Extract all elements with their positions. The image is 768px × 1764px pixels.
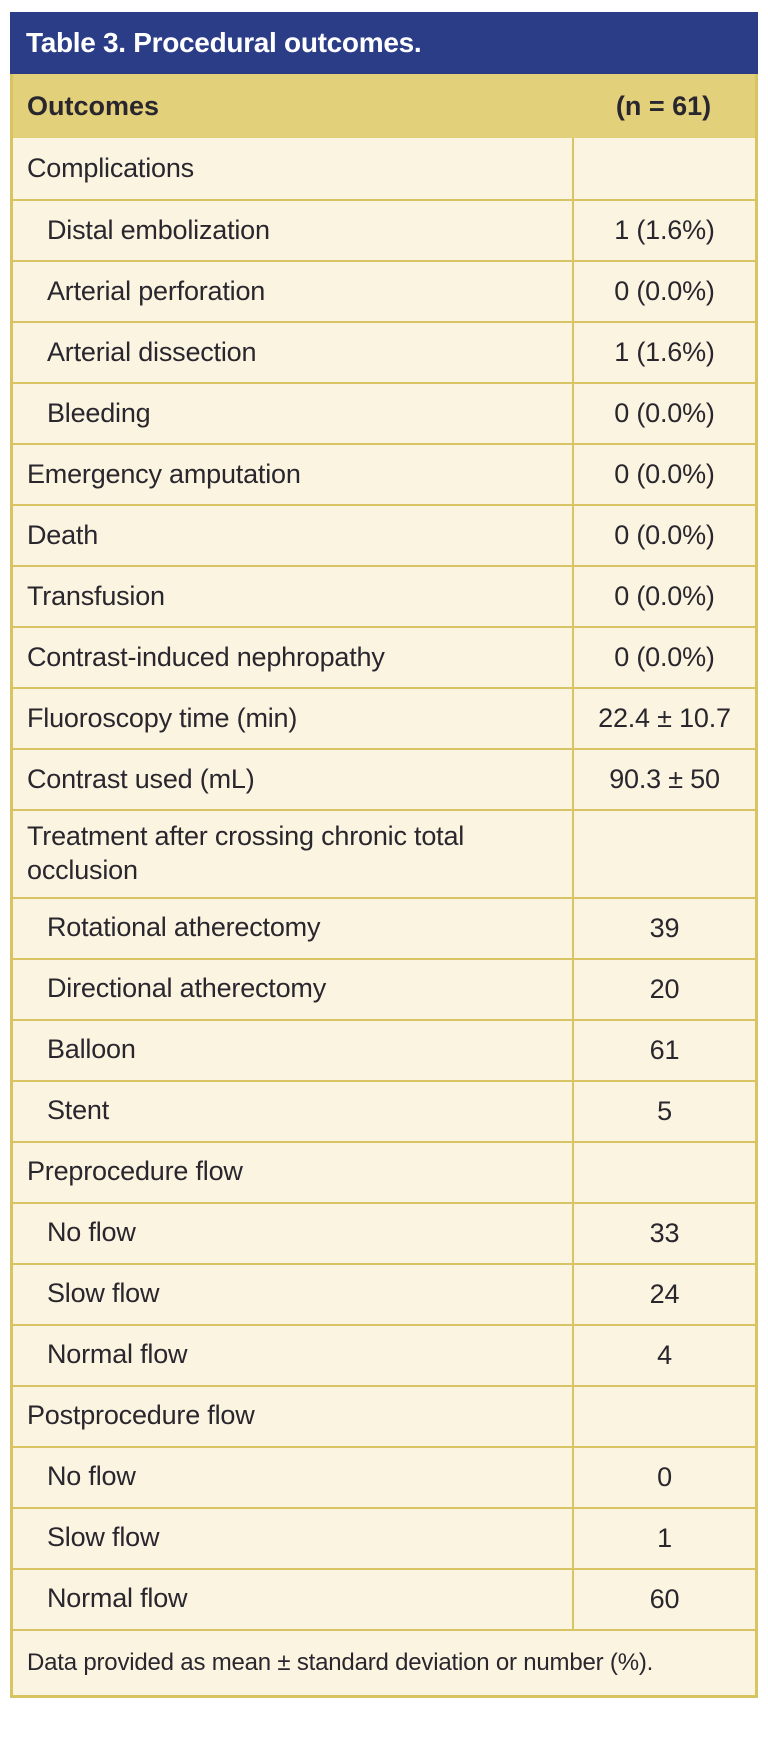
row-label: Arterial perforation xyxy=(47,275,266,306)
table-row: Slow flow 24 xyxy=(13,1262,755,1324)
column-header-n: (n = 61) xyxy=(615,90,712,121)
table-row: Contrast used (mL) 90.3 ± 50 xyxy=(13,748,755,809)
table-row: No flow 33 xyxy=(13,1201,755,1263)
row-label: Slow flow xyxy=(47,1278,160,1309)
row-value: 20 xyxy=(572,959,755,1019)
row-label: Normal flow xyxy=(47,1339,188,1370)
row-label: Fluoroscopy time (min) xyxy=(27,702,298,733)
table-row: Normal flow 60 xyxy=(13,1567,755,1629)
table-header-row: Outcomes (n = 61) xyxy=(13,74,755,138)
table-rows: Complications Distal embolization 1 (1.6%)… xyxy=(13,138,755,1629)
row-label: Distal embolization xyxy=(47,214,270,245)
row-label: Balloon xyxy=(47,1034,136,1065)
row-value: 22.4 ± 10.7 xyxy=(572,689,755,748)
row-value: 39 xyxy=(572,898,755,958)
table-row: Treatment after crossing chronic total o… xyxy=(13,809,755,897)
row-label: Stent xyxy=(47,1095,110,1126)
row-label: Complications xyxy=(27,152,194,183)
row-value xyxy=(572,811,755,897)
row-value: 61 xyxy=(572,1020,755,1080)
row-value: 4 xyxy=(572,1325,755,1385)
row-value: 1 (1.6%) xyxy=(572,323,755,382)
row-value: 0 (0.0%) xyxy=(572,567,755,626)
row-label: Postprocedure flow xyxy=(27,1400,255,1431)
table-row: Distal embolization 1 (1.6%) xyxy=(13,199,755,260)
table-row: No flow 0 xyxy=(13,1445,755,1507)
row-value: 90.3 ± 50 xyxy=(572,750,755,809)
table-row: Arterial perforation 0 (0.0%) xyxy=(13,260,755,321)
table-row: Directional atherectomy 20 xyxy=(13,957,755,1019)
row-label: Emergency amputation xyxy=(27,458,301,489)
row-label: Directional atherectomy xyxy=(47,973,327,1004)
table-row: Slow flow 1 xyxy=(13,1506,755,1568)
table-row: Balloon 61 xyxy=(13,1018,755,1080)
row-value xyxy=(572,1142,755,1202)
table-title: Table 3. Procedural outcomes. xyxy=(26,27,422,58)
table-body: Outcomes (n = 61) Complications Distal em… xyxy=(10,74,758,1698)
row-value: 33 xyxy=(572,1203,755,1263)
row-value xyxy=(572,1386,755,1446)
row-label: Preprocedure flow xyxy=(27,1156,243,1187)
row-label: No flow xyxy=(47,1461,136,1492)
row-label: Contrast-induced nephropathy xyxy=(27,641,385,672)
table-row: Fluoroscopy time (min) 22.4 ± 10.7 xyxy=(13,687,755,748)
column-header-outcomes: Outcomes xyxy=(27,90,160,121)
table-row: Transfusion 0 (0.0%) xyxy=(13,565,755,626)
row-label: Transfusion xyxy=(27,580,165,611)
row-value: 0 (0.0%) xyxy=(572,445,755,504)
row-label: Slow flow xyxy=(47,1522,160,1553)
row-value: 60 xyxy=(572,1569,755,1629)
table-row: Contrast-induced nephropathy 0 (0.0%) xyxy=(13,626,755,687)
table-row: Rotational atherectomy 39 xyxy=(13,896,755,958)
row-label: Normal flow xyxy=(47,1583,188,1614)
table-row: Preprocedure flow xyxy=(13,1140,755,1202)
row-value: 0 (0.0%) xyxy=(572,628,755,687)
table-title-bar: Table 3. Procedural outcomes. xyxy=(10,12,758,74)
row-value xyxy=(572,138,755,199)
row-label: Arterial dissection xyxy=(47,336,257,367)
table-footnote: Data provided as mean ± standard deviati… xyxy=(27,1648,654,1676)
table-row: Emergency amputation 0 (0.0%) xyxy=(13,443,755,504)
row-value: 1 (1.6%) xyxy=(572,201,755,260)
row-value: 0 (0.0%) xyxy=(572,384,755,443)
row-label: Treatment after crossing chronic total o… xyxy=(27,821,465,885)
table-row: Complications xyxy=(13,138,755,199)
row-label: Bleeding xyxy=(47,397,151,428)
row-label: Death xyxy=(27,519,99,550)
procedural-outcomes-table: Table 3. Procedural outcomes. Outcomes (… xyxy=(10,12,758,1698)
row-value: 0 (0.0%) xyxy=(572,262,755,321)
table-row: Arterial dissection 1 (1.6%) xyxy=(13,321,755,382)
row-value: 0 xyxy=(572,1447,755,1507)
table-row: Bleeding 0 (0.0%) xyxy=(13,382,755,443)
row-value: 1 xyxy=(572,1508,755,1568)
table-footnote-row: Data provided as mean ± standard deviati… xyxy=(13,1628,755,1695)
table-row: Stent 5 xyxy=(13,1079,755,1141)
row-label: No flow xyxy=(47,1217,136,1248)
table-row: Normal flow 4 xyxy=(13,1323,755,1385)
table-row: Postprocedure flow xyxy=(13,1384,755,1446)
row-value: 24 xyxy=(572,1264,755,1324)
table-row: Death 0 (0.0%) xyxy=(13,504,755,565)
row-label: Contrast used (mL) xyxy=(27,763,255,794)
row-value: 0 (0.0%) xyxy=(572,506,755,565)
row-label: Rotational atherectomy xyxy=(47,912,321,943)
row-value: 5 xyxy=(572,1081,755,1141)
